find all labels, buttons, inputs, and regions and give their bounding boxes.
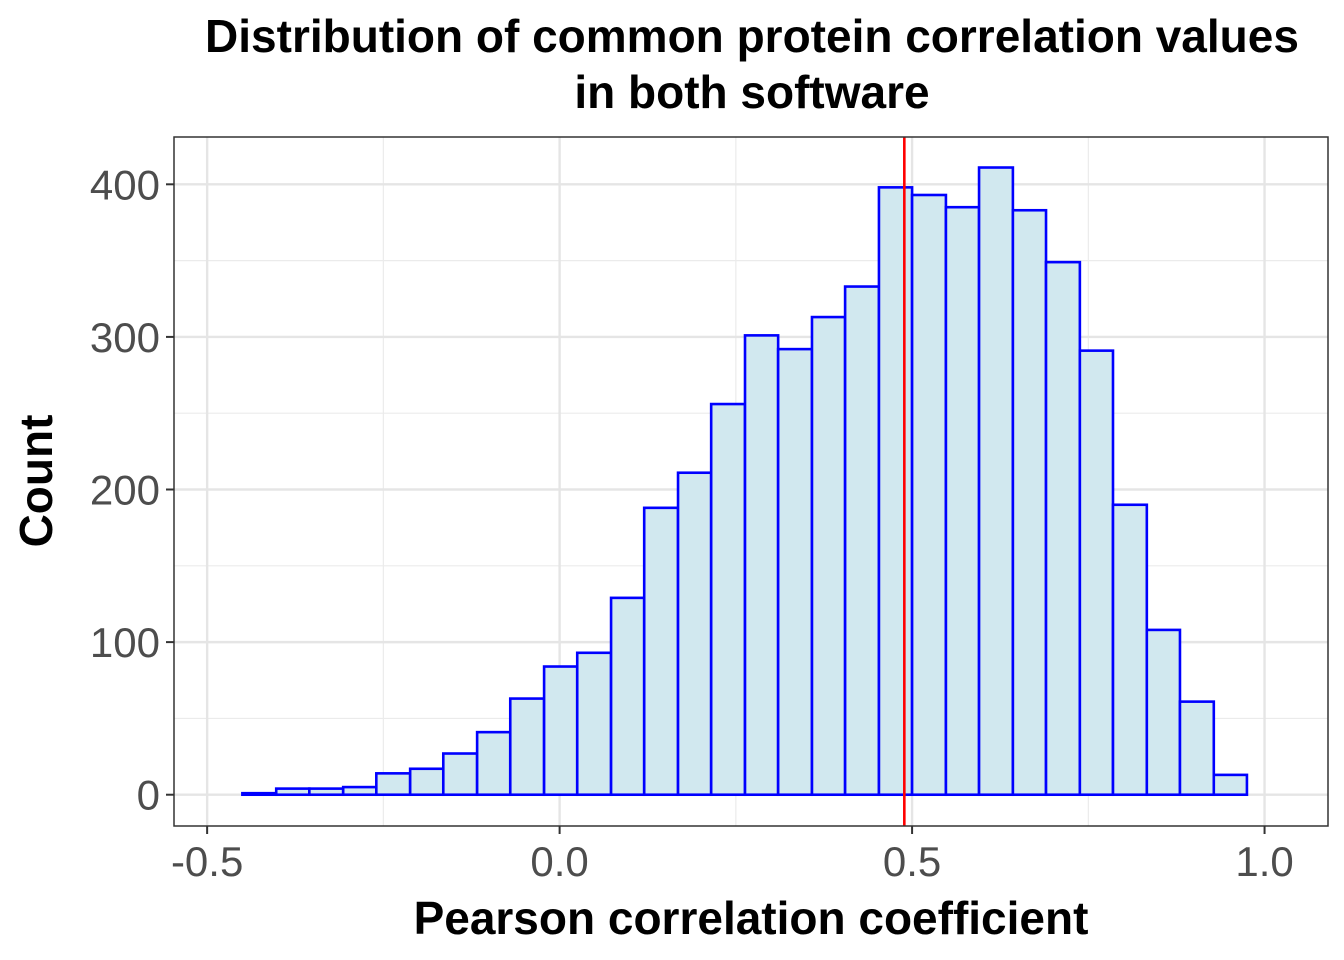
x-tick-label: 0.0: [530, 838, 588, 885]
histogram-bar: [1011, 208, 1048, 797]
histogram-bar: [1078, 349, 1115, 797]
y-tick-label: 200: [90, 467, 160, 514]
histogram-bar: [1111, 503, 1149, 797]
histogram-bar: [274, 787, 311, 797]
x-tick-label: 1.0: [1235, 838, 1293, 885]
plot-panel: [173, 136, 1329, 827]
histogram-bar: [341, 785, 378, 797]
chart-title-line-2: in both software: [574, 66, 929, 118]
histogram-bar: [977, 166, 1015, 797]
histogram-bar: [475, 730, 512, 797]
panel-border: [173, 136, 1329, 827]
histogram-bar: [776, 347, 814, 797]
histogram-bar: [709, 402, 747, 797]
x-tick-label: 0.5: [883, 838, 941, 885]
histogram-bar: [609, 596, 646, 797]
y-axis: 0 100 200 300 400: [90, 161, 174, 819]
x-axis-title: Pearson correlation coefficient: [414, 892, 1089, 944]
histogram-bar: [575, 651, 613, 797]
histogram-bar: [375, 772, 412, 797]
y-tick-label: 100: [90, 619, 160, 666]
histogram-bar: [1044, 260, 1082, 797]
histogram-bar: [441, 752, 479, 797]
histogram-bar: [542, 665, 579, 797]
x-axis: -0.5 0.0 0.5 1.0: [171, 826, 1294, 885]
histogram-bar: [810, 315, 847, 797]
histogram-bar: [910, 193, 948, 797]
histogram-bar: [743, 334, 780, 797]
y-tick-label: 300: [90, 314, 160, 361]
histogram-bar: [642, 506, 680, 797]
histogram-bars: [241, 166, 1249, 797]
x-tick-label: -0.5: [171, 838, 243, 885]
y-tick-label: 0: [137, 772, 160, 819]
histogram-bar: [1145, 628, 1182, 797]
histogram-bar: [944, 205, 981, 797]
histogram-bar: [408, 767, 445, 797]
histogram-bar: [877, 186, 914, 797]
histogram-bar: [508, 697, 546, 797]
histogram-bar: [1212, 773, 1249, 797]
y-tick-label: 400: [90, 161, 160, 208]
histogram-bar: [308, 787, 345, 797]
histogram-bar: [843, 285, 881, 797]
histogram-bar: [1178, 700, 1216, 797]
y-axis-title: Count: [10, 415, 62, 548]
chart-title-line-1: Distribution of common protein correlati…: [205, 10, 1299, 62]
histogram-bar: [241, 791, 278, 797]
histogram-bar: [676, 471, 713, 797]
